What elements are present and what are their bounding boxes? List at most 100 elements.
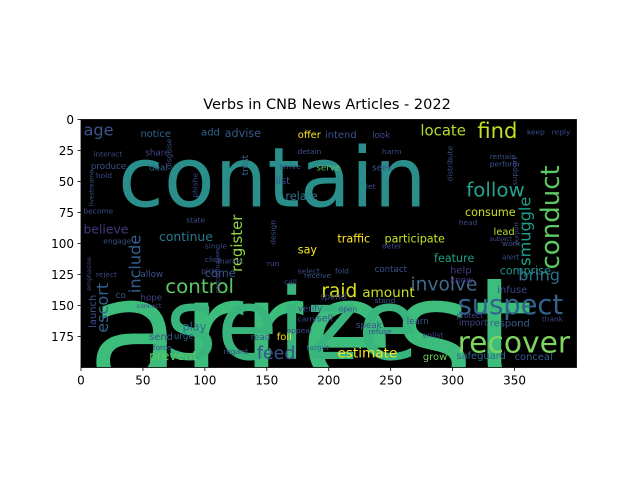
word-feed: feed — [257, 344, 296, 364]
word-open: open — [339, 305, 358, 314]
word-reject: reject — [96, 270, 117, 279]
word-subject: subject — [490, 236, 513, 243]
word-work: work — [502, 239, 521, 248]
word-receive: receive — [304, 271, 332, 280]
word-involve: involve — [411, 275, 478, 296]
word-run: run — [267, 259, 280, 268]
word-hold: hold — [96, 171, 112, 180]
word-play: play — [183, 320, 207, 333]
word-enlist: enlist — [423, 331, 443, 340]
word-conceptualise: conceptualise — [215, 250, 222, 293]
word-verify: verify — [298, 305, 322, 315]
word-speak: speak — [356, 321, 382, 331]
word-find: find — [477, 118, 517, 143]
word-raid: raid — [321, 281, 357, 302]
y-tick-label: 50 — [59, 175, 74, 189]
word-sell: sell — [316, 314, 333, 325]
word-launch: launch — [88, 295, 99, 328]
word-phishe: phishe — [190, 173, 199, 198]
y-axis: 0 25 50 75 100 125 150 175 — [51, 113, 81, 344]
word-come: come — [205, 267, 236, 280]
word-amount: amount — [362, 285, 415, 301]
word-fold: fold — [335, 266, 349, 275]
x-tick-label: 350 — [503, 374, 526, 388]
word-consume: consume — [465, 206, 516, 219]
word-add: add — [201, 128, 220, 139]
word-harm: harm — [382, 147, 401, 156]
word-head: head — [459, 218, 478, 227]
x-tick-label: 250 — [379, 374, 402, 388]
word-co: co — [116, 291, 126, 301]
word-connect: connect — [137, 303, 162, 310]
word-send: send — [149, 332, 173, 343]
y-tick-label: 125 — [51, 268, 74, 282]
word-lead: lead — [494, 227, 515, 238]
plot-background — [81, 119, 577, 368]
word-import: import — [459, 318, 488, 328]
word-reply: reply — [552, 127, 571, 136]
word-locate: locate — [420, 122, 466, 140]
word-intend: intend — [325, 130, 357, 141]
word-allow: allow — [140, 270, 163, 280]
word-help: help — [450, 265, 471, 276]
word-deal: deal — [149, 163, 168, 173]
word-contain: contain — [118, 129, 426, 226]
y-tick-label: 25 — [59, 144, 74, 158]
word-trust: trust — [241, 154, 251, 175]
chart-title: Verbs in CNB News Articles - 2022 — [203, 97, 451, 113]
word-pick: pick — [201, 266, 217, 275]
word-seize: seize — [165, 268, 418, 383]
word-conceal: conceal — [515, 352, 553, 363]
word-hope: hope — [140, 294, 162, 304]
word-become: become — [83, 207, 113, 216]
x-tick-label: 300 — [441, 374, 464, 388]
word-believe: believe — [83, 222, 128, 237]
word-carry: carry — [298, 315, 318, 324]
word-select: select — [298, 266, 320, 275]
y-tick-label: 100 — [51, 237, 74, 251]
y-tick-label: 175 — [51, 330, 74, 344]
word-know: know — [450, 276, 473, 286]
word-produce: produce — [91, 162, 126, 172]
word-seek: seek — [372, 163, 392, 173]
word-deter: deter — [382, 241, 403, 250]
word-arrest: arrest — [87, 244, 533, 422]
word-single: single — [205, 241, 227, 250]
word-alert: alert — [502, 253, 519, 262]
word-market: market — [217, 256, 243, 265]
word-prevent: prevent — [149, 348, 197, 363]
word-engage: engage — [103, 237, 131, 246]
x-tick-label: 200 — [317, 374, 340, 388]
word-perform: perform — [490, 160, 520, 169]
word-register: register — [228, 214, 246, 272]
word-serve: serve — [316, 163, 340, 173]
y-tick-label: 75 — [59, 206, 74, 220]
word-traffic: traffic — [337, 232, 370, 245]
word-stand: stand — [375, 296, 396, 305]
x-tick-label: 50 — [135, 374, 150, 388]
word-state: state — [186, 215, 205, 224]
word-escort: escort — [93, 283, 112, 333]
word-contact: contact — [375, 265, 408, 275]
word-look: look — [372, 131, 390, 141]
word-emphasise: emphasise — [86, 257, 93, 291]
word-target: target — [306, 343, 329, 352]
x-axis: 0 50 100 150 200 250 300 350 — [77, 367, 526, 388]
word-respond: respond — [490, 319, 530, 330]
word-infuse: infuse — [497, 285, 527, 296]
word-force: force — [153, 343, 172, 352]
word-age: age — [83, 121, 113, 140]
y-tick-label: 0 — [66, 113, 74, 127]
word-let: let — [366, 182, 376, 191]
word-offer: offer — [298, 130, 322, 141]
word-smuggle: smuggle — [516, 197, 535, 266]
word-interact: interact — [93, 150, 122, 159]
y-tick-label: 150 — [51, 299, 74, 313]
word-refuse: refuse — [368, 327, 392, 336]
word-notice: notice — [140, 129, 171, 140]
word-bring: bring — [518, 266, 560, 285]
x-tick-label: 100 — [193, 374, 216, 388]
